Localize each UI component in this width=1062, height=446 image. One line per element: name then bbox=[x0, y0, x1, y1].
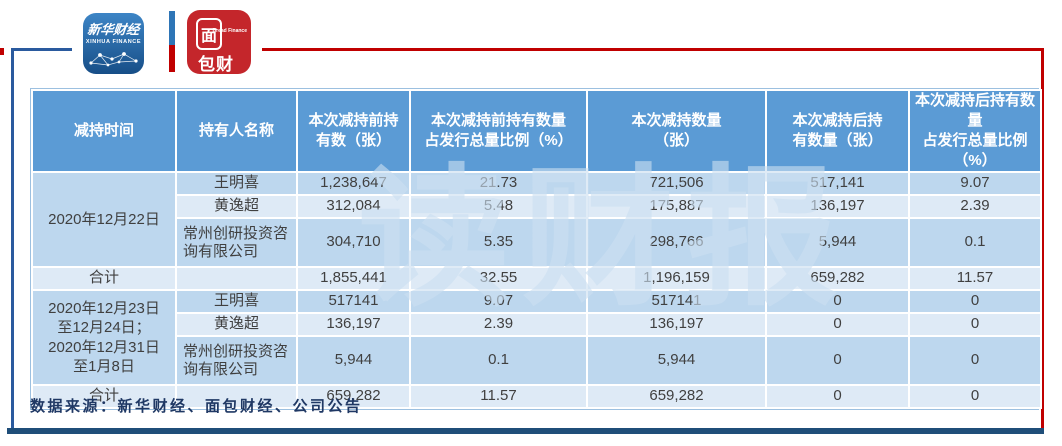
table-row: 2020年12月23日 至12月24日； 2020年12月31日 至1月8日 王… bbox=[31, 289, 1042, 386]
cell-before-pct: 2.39 bbox=[409, 312, 588, 337]
cell-holder: 王明喜 bbox=[175, 289, 298, 314]
table-total-row: 合计 659,282 11.57 659,282 0 0 bbox=[31, 384, 1042, 409]
table-header-row: 减持时间 持有人名称 本次减持前持 有数（张） 本次减持前持有数量 占发行总量比… bbox=[31, 89, 1042, 173]
cell-before: 312,084 bbox=[296, 194, 411, 219]
cell-before: 517141 bbox=[296, 289, 411, 314]
cell-after: 5,944 bbox=[765, 217, 910, 268]
cell-period-1: 2020年12月22日 bbox=[31, 171, 177, 268]
xinhua-logo-subtitle: XINHUA FINANCE bbox=[85, 39, 142, 45]
cell-empty bbox=[175, 266, 298, 291]
divider-blue-half bbox=[169, 11, 175, 45]
header-after-amount: 本次减持后持 有数量（张） bbox=[765, 89, 910, 173]
cell-before: 1,238,647 bbox=[296, 171, 411, 196]
cell-before-pct: 9.07 bbox=[409, 289, 588, 314]
cell-reduced: 721,506 bbox=[586, 171, 767, 196]
cell-after-pct: 0 bbox=[908, 384, 1042, 409]
cell-after-pct: 11.57 bbox=[908, 266, 1042, 291]
cell-before-pct: 21.73 bbox=[409, 171, 588, 196]
header-holder-name: 持有人名称 bbox=[175, 89, 298, 173]
cell-after: 136,197 bbox=[765, 194, 910, 219]
cell-after: 659,282 bbox=[765, 266, 910, 291]
cell-holder: 常州创研投资咨询有限公司 bbox=[175, 217, 298, 268]
cell-before: 1,855,441 bbox=[296, 266, 411, 291]
header-reduction-time: 减持时间 bbox=[31, 89, 177, 173]
cell-reduced: 5,944 bbox=[586, 335, 767, 386]
frame-top-blue-segment bbox=[11, 48, 72, 51]
xinhua-finance-logo: 新华财经 XINHUA FINANCE bbox=[83, 13, 144, 74]
bread-logo-wordmark: 包财经 bbox=[198, 55, 234, 74]
bread-logo-mian-box: 面 bbox=[196, 18, 222, 50]
cell-holder: 王明喜 bbox=[175, 171, 298, 196]
cell-before: 5,944 bbox=[296, 335, 411, 386]
cell-after: 0 bbox=[765, 312, 910, 337]
cell-reduced: 175,887 bbox=[586, 194, 767, 219]
cell-before-pct: 32.55 bbox=[409, 266, 588, 291]
cell-before-pct: 5.35 bbox=[409, 217, 588, 268]
data-source-note: 数据来源：新华财经、面包财经、公司公告 bbox=[30, 399, 363, 415]
cell-total-label: 合计 bbox=[31, 266, 177, 291]
cell-period-2: 2020年12月23日 至12月24日； 2020年12月31日 至1月8日 bbox=[31, 289, 177, 386]
cell-holder: 常州创研投资咨询有限公司 bbox=[175, 335, 298, 386]
header-before-percent: 本次减持前持有数量 占发行总量比例（%） bbox=[409, 89, 588, 173]
table-total-row: 合计 1,855,441 32.55 1,196,159 659,282 11.… bbox=[31, 266, 1042, 291]
holdings-reduction-table: 减持时间 持有人名称 本次减持前持 有数（张） 本次减持前持有数量 占发行总量比… bbox=[30, 88, 1042, 410]
cell-after: 0 bbox=[765, 384, 910, 409]
cell-before: 304,710 bbox=[296, 217, 411, 268]
bread-logo-caption: Bread Finance bbox=[212, 28, 247, 34]
bread-finance-logo: 面 Bread Finance 包财经 bbox=[187, 10, 251, 74]
cell-after-pct: 2.39 bbox=[908, 194, 1042, 219]
table-row: 黄逸超 136,197 2.39 136,197 0 0 bbox=[32, 312, 1042, 337]
table-row: 常州创研投资咨询有限公司 5,944 0.1 5,944 0 0 bbox=[32, 335, 1042, 386]
cell-reduced: 517141 bbox=[586, 289, 767, 314]
cell-total-label: 合计 bbox=[31, 384, 177, 409]
xinhua-logo-wordmark: 新华财经 bbox=[86, 22, 141, 37]
cell-before-pct: 5.48 bbox=[409, 194, 588, 219]
cell-before-pct: 0.1 bbox=[409, 335, 588, 386]
cell-before-pct: 11.57 bbox=[409, 384, 588, 409]
divider-red-half bbox=[169, 44, 175, 72]
cell-after: 0 bbox=[765, 289, 910, 314]
cell-empty bbox=[175, 384, 298, 409]
cell-reduced: 136,197 bbox=[586, 312, 767, 337]
frame-right-red-line bbox=[1041, 48, 1044, 433]
constellation-network-icon bbox=[83, 47, 144, 74]
cell-after-pct: 0 bbox=[908, 312, 1042, 337]
table-row: 2020年12月22日 王明喜 1,238,647 21.73 721,506 … bbox=[31, 171, 1042, 268]
cell-after: 517,141 bbox=[765, 171, 910, 196]
table-row: 常州创研投资咨询有限公司 304,710 5.35 298,766 5,944 … bbox=[32, 217, 1042, 268]
frame-red-tick bbox=[0, 48, 4, 55]
cell-reduced: 1,196,159 bbox=[586, 266, 767, 291]
table-row: 黄逸超 312,084 5.48 175,887 136,197 2.39 bbox=[32, 194, 1042, 219]
cell-after-pct: 0.1 bbox=[908, 217, 1042, 268]
frame-bottom-navy-bar bbox=[7, 428, 1044, 434]
cell-before: 659,282 bbox=[296, 384, 411, 409]
frame-left-blue-line bbox=[11, 48, 14, 433]
cell-after-pct: 0 bbox=[908, 335, 1042, 386]
logo-divider-bar bbox=[169, 11, 175, 72]
cell-after-pct: 0 bbox=[908, 289, 1042, 314]
cell-holder: 黄逸超 bbox=[175, 194, 298, 219]
cell-holder: 黄逸超 bbox=[175, 312, 298, 337]
cell-after-pct: 9.07 bbox=[908, 171, 1042, 196]
header-before-amount: 本次减持前持 有数（张） bbox=[296, 89, 411, 173]
header-after-percent: 本次减持后持有数量 占发行总量比例（%） bbox=[908, 89, 1042, 173]
cell-reduced: 298,766 bbox=[586, 217, 767, 268]
cell-before: 136,197 bbox=[296, 312, 411, 337]
header-reduced-amount: 本次减持数量 （张） bbox=[586, 89, 767, 173]
cell-after: 0 bbox=[765, 335, 910, 386]
frame-top-red-line bbox=[262, 48, 1044, 51]
cell-reduced: 659,282 bbox=[586, 384, 767, 409]
